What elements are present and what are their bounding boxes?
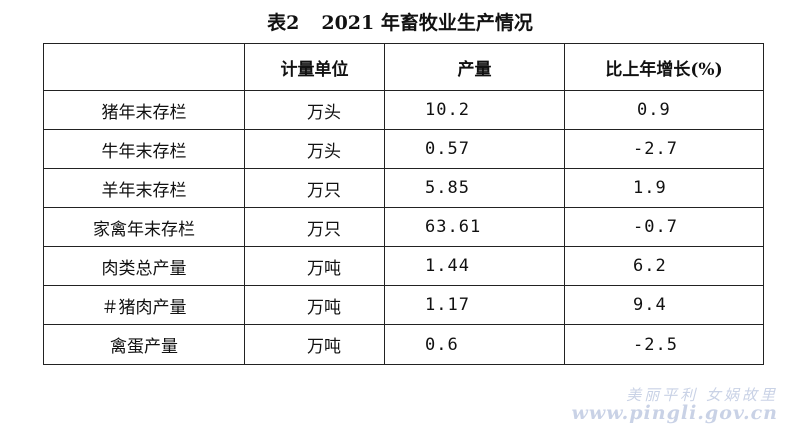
item-cell: 家禽年末存栏 (43, 207, 245, 247)
header-output: 产量 (384, 43, 565, 91)
item-cell: 牛年末存栏 (43, 129, 245, 169)
item-cell: 羊年末存栏 (43, 168, 245, 208)
header-item (43, 43, 245, 91)
item-cell: 肉类总产量 (43, 246, 245, 286)
header-unit: 计量单位 (244, 43, 385, 91)
livestock-production-table: 计量单位 产量 比上年增长(%) 猪年末存栏 万头 10.2 0.9 牛年末存栏… (43, 43, 764, 365)
watermark-slogan: 美丽平利 女娲故里 (626, 386, 778, 404)
output-cell: 5.85 (384, 168, 565, 208)
unit-cell: 万头 (244, 129, 385, 169)
change-cell: 0.9 (564, 90, 764, 130)
change-cell: 9.4 (564, 285, 764, 325)
table-row: ＃猪肉产量 万吨 1.17 9.4 (43, 285, 764, 325)
unit-cell: 万只 (244, 168, 385, 208)
unit-cell: 万头 (244, 90, 385, 130)
watermark-url: www.pingli.gov.cn (571, 402, 778, 424)
table-title: 表2 2021 年畜牧业生产情况 (0, 6, 800, 40)
item-cell: 猪年末存栏 (43, 90, 245, 130)
header-row: 计量单位 产量 比上年增长(%) (43, 43, 764, 91)
table-row: 猪年末存栏 万头 10.2 0.9 (43, 90, 764, 130)
item-cell: ＃猪肉产量 (43, 285, 245, 325)
change-cell: -0.7 (564, 207, 764, 247)
table-caption: 2021 年畜牧业生产情况 (321, 12, 533, 34)
output-cell: 0.6 (384, 324, 565, 365)
unit-cell: 万吨 (244, 324, 385, 365)
change-cell: 6.2 (564, 246, 764, 286)
output-cell: 10.2 (384, 90, 565, 130)
header-change: 比上年增长(%) (564, 43, 764, 91)
output-cell: 1.17 (384, 285, 565, 325)
table-row: 羊年末存栏 万只 5.85 1.9 (43, 168, 764, 208)
item-cell: 禽蛋产量 (43, 324, 245, 365)
unit-cell: 万只 (244, 207, 385, 247)
change-cell: -2.7 (564, 129, 764, 169)
table-row: 禽蛋产量 万吨 0.6 -2.5 (43, 324, 764, 365)
unit-cell: 万吨 (244, 246, 385, 286)
table-row: 家禽年末存栏 万只 63.61 -0.7 (43, 207, 764, 247)
unit-cell: 万吨 (244, 285, 385, 325)
site-watermark: 美丽平利 女娲故里 www.pingli.gov.cn (518, 386, 778, 426)
output-cell: 0.57 (384, 129, 565, 169)
table-row: 肉类总产量 万吨 1.44 6.2 (43, 246, 764, 286)
table-row: 牛年末存栏 万头 0.57 -2.7 (43, 129, 764, 169)
change-cell: 1.9 (564, 168, 764, 208)
table-number: 表2 (267, 12, 300, 34)
output-cell: 1.44 (384, 246, 565, 286)
change-cell: -2.5 (564, 324, 764, 365)
output-cell: 63.61 (384, 207, 565, 247)
